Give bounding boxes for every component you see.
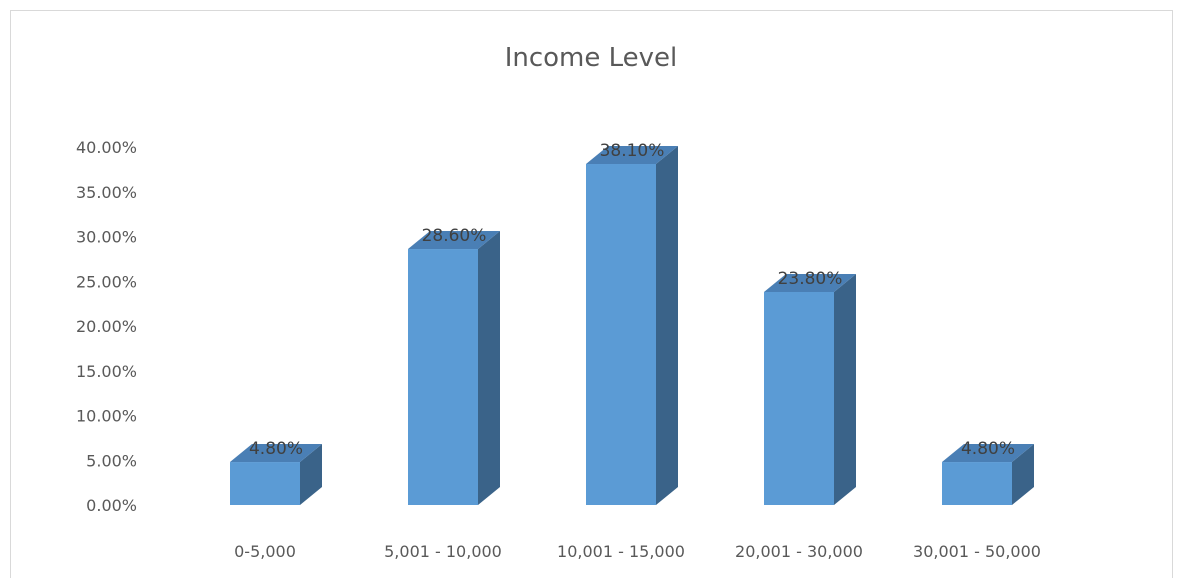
y-tick-label: 30.00% (76, 228, 137, 247)
bar (764, 273, 856, 505)
bar-side (656, 146, 678, 505)
y-tick-label: 5.00% (86, 451, 137, 470)
data-label: 4.80% (249, 439, 303, 459)
y-tick-label: 20.00% (76, 317, 137, 336)
y-tick-label: 10.00% (76, 407, 137, 426)
bar-front (408, 249, 478, 505)
y-tick-label: 40.00% (76, 138, 137, 157)
x-tick-label: 20,001 - 30,000 (735, 542, 863, 561)
y-tick-label: 25.00% (76, 272, 137, 291)
bar-side (834, 273, 856, 505)
x-tick-label: 10,001 - 15,000 (557, 542, 685, 561)
bar-top (408, 231, 500, 250)
bar-side (478, 231, 500, 505)
data-label: 38.10% (600, 141, 665, 161)
x-tick-label: 30,001 - 50,000 (913, 542, 1041, 561)
y-tick-label: 15.00% (76, 362, 137, 381)
bar (408, 231, 500, 505)
bar-side (1012, 444, 1034, 505)
bar (230, 444, 322, 505)
bar-side (300, 444, 322, 505)
y-tick-label: 35.00% (76, 183, 137, 202)
bar (942, 444, 1034, 505)
x-tick-label: 5,001 - 10,000 (384, 542, 502, 561)
bar-top (230, 444, 322, 463)
bar-front (230, 462, 300, 505)
x-axis: 0-5,000 5,001 - 10,000 10,001 - 15,000 20,0… (234, 542, 1041, 561)
bar (586, 146, 678, 505)
bar-front (764, 291, 834, 505)
bar-top (764, 273, 856, 292)
x-tick-label: 0-5,000 (234, 542, 296, 561)
data-label: 23.80% (778, 269, 843, 289)
bar-front (942, 462, 1012, 505)
bar-top (942, 444, 1034, 463)
y-tick-label: 0.00% (86, 496, 137, 515)
bar-top (586, 146, 678, 165)
y-axis: 0.00% 5.00% 10.00% 15.00% 20.00% 25.00% 30.00%… (76, 138, 137, 515)
bar-front (586, 164, 656, 505)
chart-title: Income Level (505, 43, 678, 73)
data-label: 4.80% (961, 439, 1015, 459)
data-label: 28.60% (422, 226, 487, 246)
data-labels: 4.80% 28.60% 38.10% 23.80% 4.80% (249, 141, 1015, 459)
bars (230, 146, 1034, 505)
